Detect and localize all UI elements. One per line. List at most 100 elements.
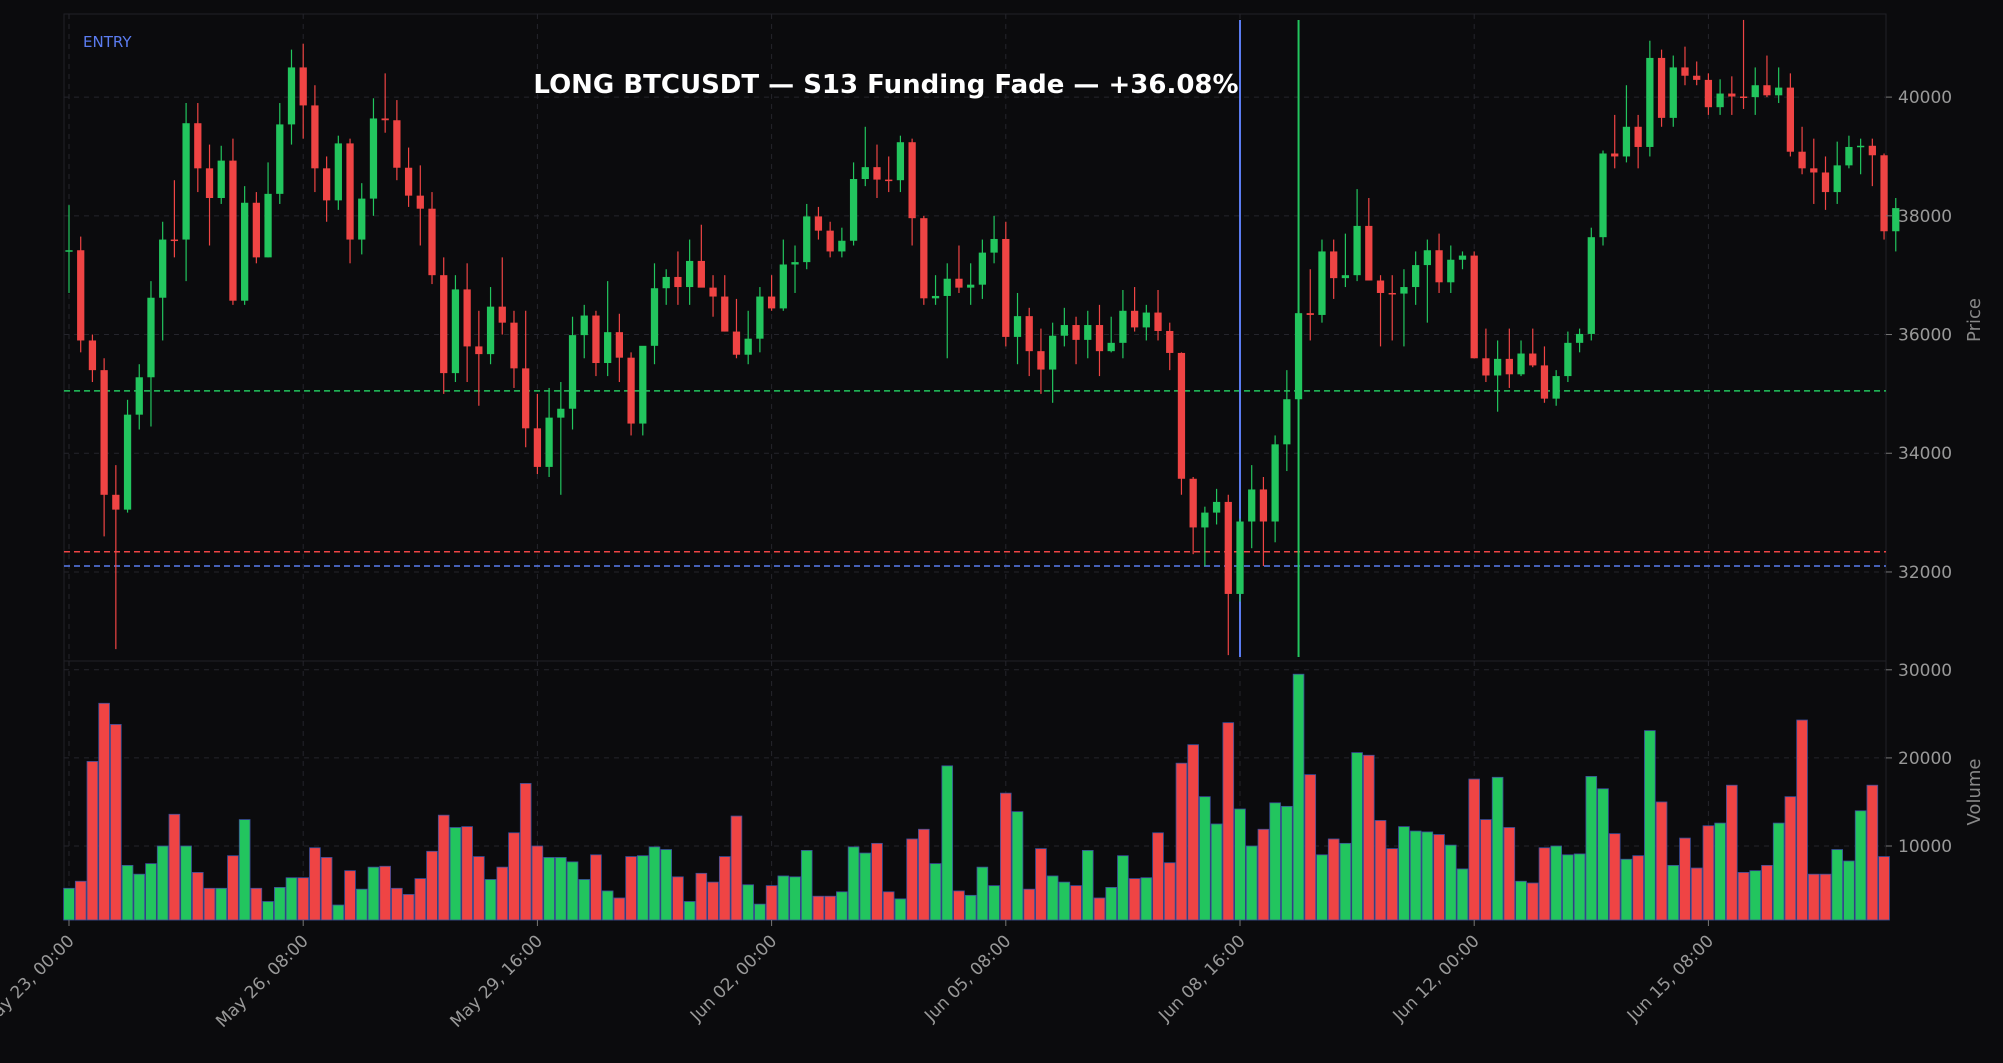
candle-body bbox=[1798, 151, 1806, 169]
volume-bar bbox=[1749, 870, 1762, 921]
volume-bar bbox=[1526, 882, 1539, 921]
candle-body bbox=[779, 264, 787, 309]
volume-bar bbox=[367, 866, 380, 921]
candle-body bbox=[358, 198, 366, 240]
volume-bar bbox=[180, 845, 192, 921]
candle-body bbox=[873, 167, 881, 180]
volume-bar bbox=[1878, 856, 1890, 921]
volume-bar bbox=[718, 856, 731, 921]
volume-bar bbox=[765, 885, 778, 921]
volume-bar bbox=[1081, 850, 1094, 921]
candle-body bbox=[1728, 93, 1736, 97]
volume-bar bbox=[1796, 719, 1808, 921]
candle-body bbox=[732, 331, 741, 355]
volume-bar bbox=[918, 828, 930, 921]
candle-body bbox=[1318, 251, 1326, 315]
candle-body bbox=[1037, 351, 1045, 370]
candle-body bbox=[1716, 93, 1724, 108]
candle-body bbox=[1049, 335, 1057, 370]
candle-body bbox=[1423, 250, 1431, 266]
candle-body bbox=[1669, 67, 1677, 118]
candle-body bbox=[299, 67, 307, 106]
volume-bar bbox=[1023, 888, 1036, 921]
candle-body bbox=[1833, 165, 1841, 193]
volume-bar bbox=[238, 819, 251, 921]
candle-body bbox=[123, 414, 132, 510]
candle-body bbox=[920, 218, 928, 299]
candle-body bbox=[1622, 126, 1631, 157]
volume-bar bbox=[882, 891, 895, 921]
volume-bar bbox=[1339, 842, 1352, 921]
candles bbox=[65, 19, 1900, 656]
volume-bar bbox=[742, 884, 754, 921]
candle-body bbox=[1517, 353, 1525, 375]
volume-bar bbox=[754, 903, 766, 921]
volume-bar bbox=[1199, 796, 1211, 921]
volume-bar bbox=[1398, 826, 1410, 921]
volume-bar bbox=[777, 875, 790, 921]
volume-bar bbox=[285, 877, 298, 921]
volume-bar bbox=[613, 897, 626, 921]
volume-tick-label: 20000 bbox=[1898, 749, 1952, 769]
volume-bar bbox=[1011, 811, 1024, 921]
candle-body bbox=[1775, 87, 1783, 96]
candle-body bbox=[1880, 155, 1888, 232]
volume-axis-label: Volume bbox=[1964, 759, 1985, 826]
candle-body bbox=[931, 295, 940, 299]
volume-bar bbox=[1386, 848, 1399, 921]
price-tick-label: 32000 bbox=[1898, 563, 1952, 583]
volume-bar bbox=[1573, 853, 1586, 921]
candle-body bbox=[1493, 358, 1502, 376]
volume-bar bbox=[1491, 776, 1504, 921]
volume-bar bbox=[1562, 854, 1574, 921]
candle-body bbox=[1330, 251, 1338, 279]
candle-body bbox=[475, 346, 483, 355]
volume-bar bbox=[1690, 867, 1703, 921]
volume-bar bbox=[1128, 878, 1141, 921]
candle-body bbox=[955, 278, 963, 288]
candle-body bbox=[1189, 478, 1197, 528]
candle-body bbox=[1739, 96, 1748, 99]
price-tick-label: 36000 bbox=[1898, 326, 1952, 346]
candle-body bbox=[510, 322, 518, 369]
candle-body bbox=[1856, 145, 1865, 148]
candle-body bbox=[1154, 312, 1162, 331]
candle-body bbox=[416, 195, 424, 209]
candle-body bbox=[849, 179, 858, 241]
volume-bar bbox=[976, 866, 989, 921]
volume-bar bbox=[1831, 849, 1843, 921]
candle-body bbox=[264, 193, 272, 258]
volume-bar bbox=[1222, 722, 1235, 921]
volume-bar bbox=[1363, 754, 1375, 921]
volume-bar bbox=[695, 872, 708, 921]
volume-bar bbox=[1620, 858, 1633, 921]
volume-bar bbox=[859, 852, 872, 921]
candle-body bbox=[1119, 310, 1127, 343]
volume-bar bbox=[355, 888, 368, 921]
candle-body bbox=[311, 105, 319, 169]
volume-bar bbox=[1726, 784, 1738, 921]
volume-bar bbox=[1046, 875, 1059, 921]
volume-bar bbox=[1433, 834, 1445, 921]
candle-body bbox=[522, 368, 530, 429]
volume-bar bbox=[1245, 845, 1258, 921]
candle-body bbox=[498, 306, 506, 323]
price-tick-label: 34000 bbox=[1898, 444, 1952, 464]
candle-body bbox=[65, 250, 73, 252]
volume-bar bbox=[273, 887, 286, 921]
volume-bar bbox=[847, 846, 860, 921]
price-tick-label: 38000 bbox=[1898, 207, 1952, 227]
volume-bar bbox=[1140, 877, 1153, 921]
candle-body bbox=[650, 288, 659, 346]
price-axis: 32000 34000 36000 38000 40000 bbox=[1886, 88, 1952, 583]
candle-body bbox=[1786, 87, 1795, 152]
volume-bar bbox=[1093, 897, 1106, 921]
volume-bar bbox=[601, 890, 614, 921]
volume-bar bbox=[1327, 838, 1340, 921]
volume-bar bbox=[1784, 796, 1797, 921]
volume-bar bbox=[1866, 784, 1879, 921]
volume-bar bbox=[1187, 744, 1199, 921]
volume-bar bbox=[1421, 831, 1434, 921]
volume-bar bbox=[1269, 802, 1281, 921]
volume-bar bbox=[402, 894, 415, 921]
